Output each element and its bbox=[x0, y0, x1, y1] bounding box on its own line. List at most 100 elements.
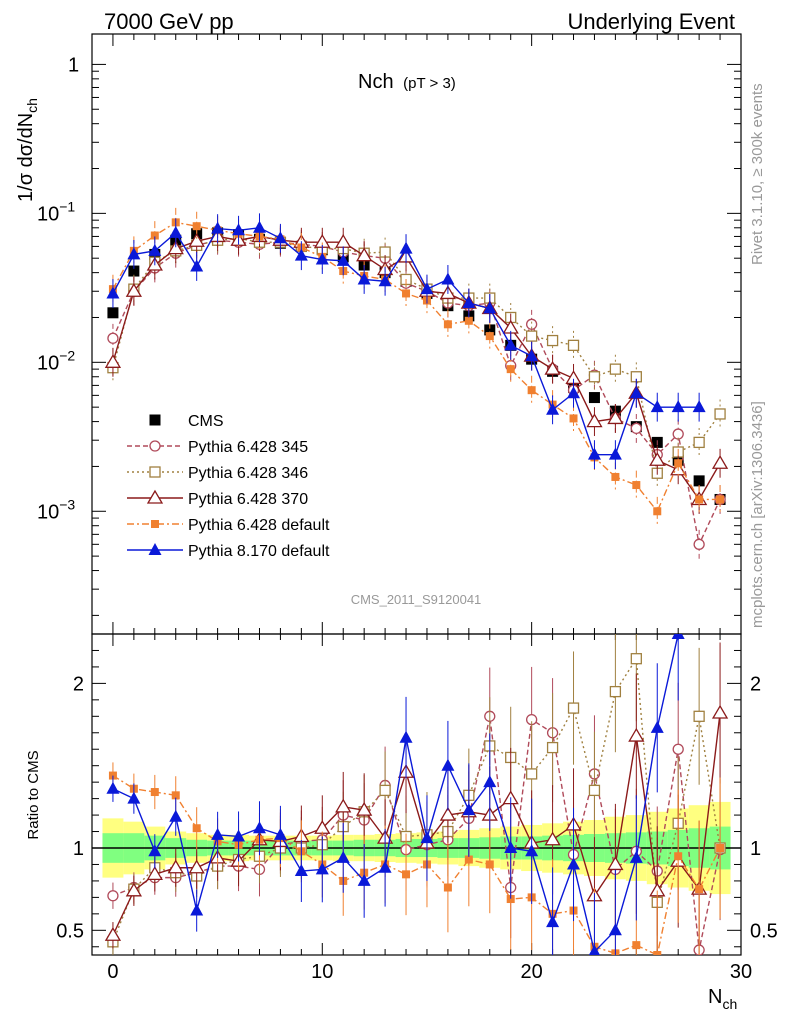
ratio-point bbox=[146, 866, 163, 880]
legend-entry: CMS bbox=[149, 413, 224, 430]
data-point bbox=[107, 332, 119, 344]
ratio-point bbox=[609, 685, 622, 698]
data-point bbox=[190, 259, 204, 272]
ratio-point bbox=[441, 758, 455, 771]
data-point bbox=[402, 289, 411, 298]
ratio-point bbox=[335, 798, 352, 813]
data-point bbox=[567, 386, 581, 399]
ratio-point bbox=[607, 856, 624, 871]
series-pythia-8-170-default bbox=[106, 213, 706, 470]
inner-title-main: Nch bbox=[358, 71, 394, 93]
ratio-point bbox=[462, 803, 476, 816]
y-tick-label: 1 bbox=[68, 54, 79, 76]
data-point bbox=[611, 472, 620, 481]
legend-marker bbox=[151, 520, 159, 528]
data-point bbox=[485, 332, 494, 341]
data-point bbox=[525, 349, 539, 362]
data-point bbox=[106, 286, 120, 299]
legend-label: CMS bbox=[188, 413, 224, 430]
ratio-marks bbox=[104, 634, 729, 955]
data-point bbox=[693, 475, 705, 487]
data-point bbox=[399, 241, 413, 254]
data-point bbox=[674, 459, 683, 468]
ratio-point bbox=[588, 944, 601, 955]
data-point bbox=[441, 272, 455, 285]
ratio-point bbox=[252, 821, 266, 834]
ratio-point bbox=[379, 784, 391, 797]
ratio-tick-label-left: 1 bbox=[73, 838, 84, 860]
ratio-point bbox=[608, 923, 622, 936]
data-point bbox=[546, 334, 559, 347]
ratio-point bbox=[544, 831, 561, 846]
ratio-pythia-8-170-default bbox=[106, 634, 685, 955]
legend-label: Pythia 6.428 default bbox=[188, 517, 330, 534]
data-marks bbox=[104, 207, 729, 559]
data-point bbox=[148, 243, 162, 256]
ratio-point bbox=[628, 727, 645, 742]
legend-label: Pythia 6.428 346 bbox=[188, 465, 308, 482]
ratio-point bbox=[171, 791, 180, 800]
ratio-point bbox=[357, 873, 371, 886]
data-point bbox=[714, 408, 726, 420]
ratio-line bbox=[112, 656, 721, 943]
data-point bbox=[569, 414, 578, 423]
data-point bbox=[504, 338, 518, 351]
ratio-point bbox=[336, 850, 350, 863]
ratio-point bbox=[127, 791, 141, 804]
data-point bbox=[649, 451, 666, 466]
data-point bbox=[525, 318, 538, 330]
legend-marker bbox=[149, 440, 161, 452]
side-text-rivet: Rivet 3.1.10, ≥ 300k events bbox=[749, 83, 766, 265]
legend-label: Pythia 8.170 default bbox=[188, 543, 330, 560]
inner-title-sub: (pT > 3) bbox=[403, 75, 456, 92]
data-point bbox=[232, 223, 246, 236]
data-point bbox=[711, 454, 729, 469]
data-point bbox=[128, 265, 140, 277]
ratio-point bbox=[294, 864, 308, 877]
side-text-mcplots: mcplots.cern.ch [arXiv:1306.3436] bbox=[749, 401, 766, 628]
ratio-point bbox=[711, 704, 729, 719]
ratio-point bbox=[525, 768, 538, 780]
ratio-point bbox=[190, 903, 204, 916]
y-tick-label: 10−1 bbox=[37, 198, 75, 225]
ratio-point bbox=[650, 720, 664, 733]
ratio-point bbox=[125, 882, 143, 897]
x-tick-label: 0 bbox=[107, 961, 118, 983]
ratio-point bbox=[525, 844, 539, 857]
ratio-point bbox=[211, 827, 225, 840]
ratio-point bbox=[188, 859, 205, 874]
ratio-point bbox=[192, 824, 201, 833]
data-point bbox=[632, 481, 641, 490]
data-point bbox=[294, 248, 308, 261]
x-axis-label: Nch bbox=[708, 986, 737, 1012]
ratio-point bbox=[588, 784, 601, 797]
ratio-point bbox=[632, 941, 641, 950]
data-point bbox=[567, 339, 580, 351]
data-point bbox=[650, 400, 664, 413]
ratio-point bbox=[653, 951, 662, 955]
data-point bbox=[588, 392, 600, 404]
data-point bbox=[630, 422, 642, 435]
ratio-point bbox=[273, 827, 287, 840]
ratio-point bbox=[378, 860, 392, 873]
inner-title: Nch (pT > 3) bbox=[358, 71, 456, 93]
data-point bbox=[357, 272, 371, 285]
ratio-tick-label-left: 2 bbox=[73, 673, 84, 695]
ratio-point bbox=[169, 809, 183, 822]
y-tick-label: 10−2 bbox=[37, 347, 75, 374]
legend-entry: Pythia 6.428 370 bbox=[127, 489, 308, 508]
ratio-point bbox=[232, 829, 246, 842]
ratio-point bbox=[399, 730, 413, 743]
x-tick-label: 30 bbox=[730, 961, 752, 983]
ratio-point bbox=[464, 855, 473, 864]
ratio-point bbox=[315, 862, 329, 875]
data-point bbox=[527, 386, 536, 395]
data-point bbox=[252, 220, 266, 233]
data-point bbox=[525, 330, 538, 342]
y-tick-label: 10−3 bbox=[37, 496, 75, 523]
data-point bbox=[192, 222, 201, 231]
ratio-point bbox=[443, 883, 452, 892]
header-left: 7000 GeV pp bbox=[104, 9, 234, 34]
y-axis-label: 1/σ dσ/dNch bbox=[15, 98, 40, 202]
